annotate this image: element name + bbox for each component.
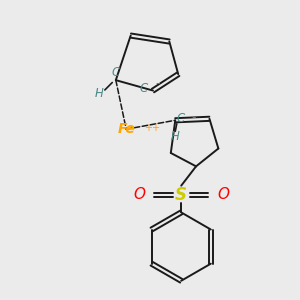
Text: C: C [112,66,120,79]
Text: H: H [95,87,104,100]
Text: H: H [171,130,180,143]
Text: O: O [218,187,230,202]
Text: C: C [140,82,148,95]
Text: Fe: Fe [117,122,135,136]
Text: S: S [175,186,187,204]
Text: -: - [155,76,160,90]
Text: -: - [192,111,196,124]
Text: O: O [133,187,145,202]
Text: ++: ++ [144,123,160,133]
Text: C: C [177,112,185,125]
